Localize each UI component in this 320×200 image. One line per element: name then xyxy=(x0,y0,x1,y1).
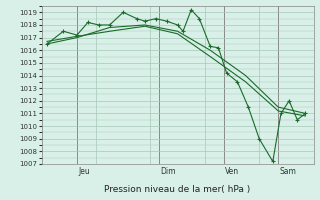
Text: Jeu: Jeu xyxy=(78,167,90,176)
Text: Sam: Sam xyxy=(280,167,296,176)
Text: Dim: Dim xyxy=(160,167,175,176)
Text: Ven: Ven xyxy=(225,167,239,176)
Text: Pression niveau de la mer( hPa ): Pression niveau de la mer( hPa ) xyxy=(104,185,251,194)
